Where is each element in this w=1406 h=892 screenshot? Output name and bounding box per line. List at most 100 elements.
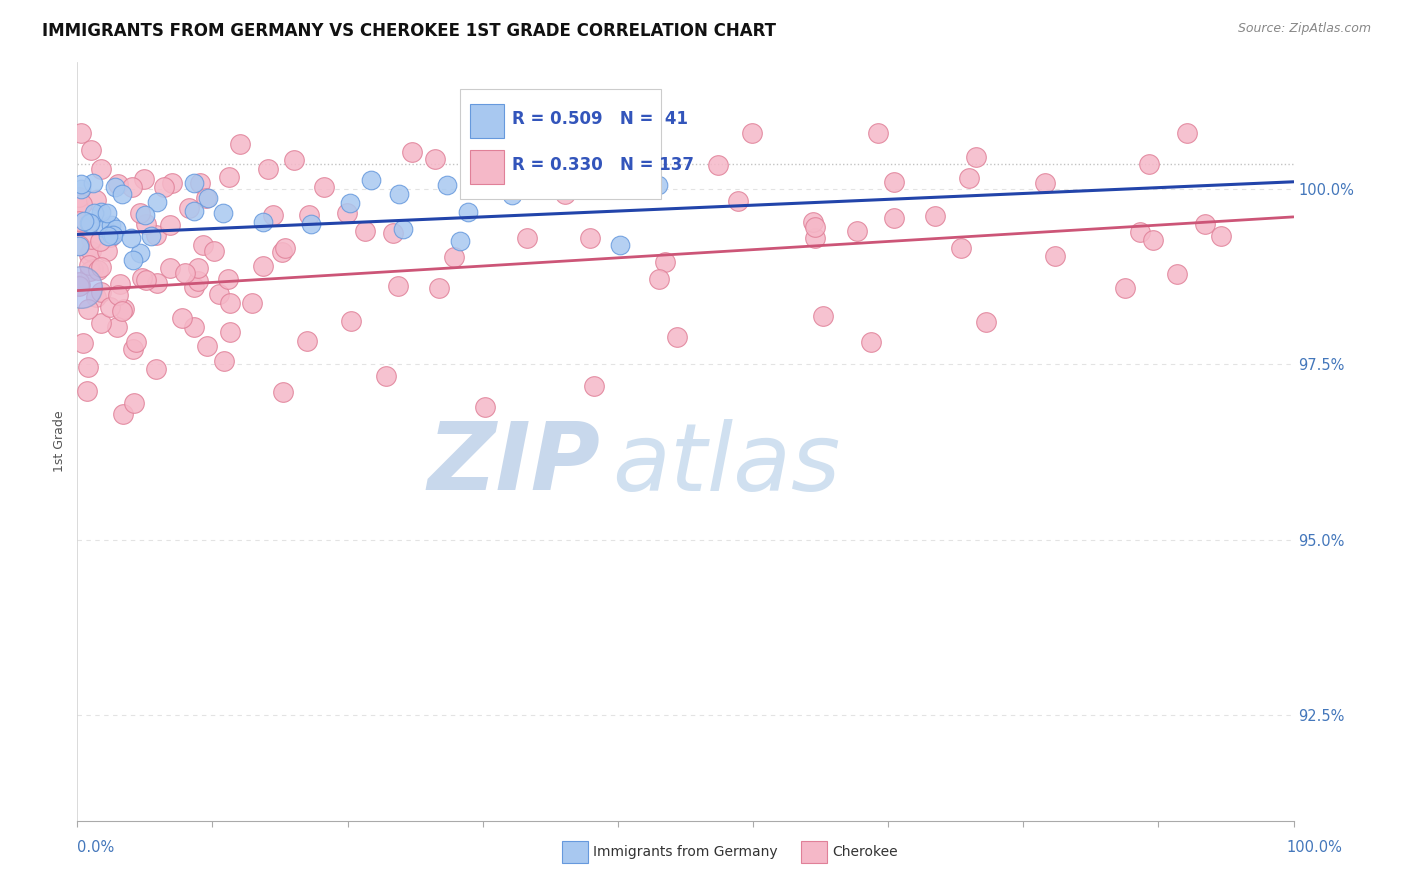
- Point: [72, 336, 94, 351]
- Point: [111, 304, 134, 318]
- Point: [727, 194, 749, 208]
- Point: [443, 251, 465, 265]
- Point: [174, 266, 197, 280]
- Point: [79, 263, 101, 277]
- Point: [100, 218, 122, 232]
- Point: [382, 226, 405, 240]
- Point: [114, 301, 136, 316]
- Text: IMMIGRANTS FROM GERMANY VS CHEROKEE 1ST GRADE CORRELATION CHART: IMMIGRANTS FROM GERMANY VS CHEROKEE 1ST …: [42, 22, 776, 40]
- Point: [949, 241, 972, 255]
- Point: [219, 295, 242, 310]
- Point: [654, 255, 676, 269]
- Point: [804, 219, 827, 234]
- Point: [70, 197, 93, 211]
- Point: [69, 178, 91, 192]
- Point: [270, 245, 292, 260]
- Point: [77, 215, 100, 229]
- Point: [811, 309, 834, 323]
- Point: [159, 218, 181, 232]
- Point: [134, 171, 156, 186]
- Point: [212, 206, 235, 220]
- Point: [252, 214, 274, 228]
- Point: [647, 178, 669, 193]
- Point: [648, 271, 671, 285]
- Point: [67, 238, 90, 252]
- Point: [957, 171, 980, 186]
- Point: [83, 206, 105, 220]
- Point: [90, 205, 112, 219]
- Point: [360, 172, 382, 186]
- Point: [569, 165, 592, 179]
- Text: ZIP: ZIP: [427, 418, 600, 510]
- Point: [457, 205, 479, 219]
- Point: [242, 295, 264, 310]
- Point: [90, 317, 112, 331]
- Point: [124, 334, 146, 349]
- Point: [146, 276, 169, 290]
- Point: [627, 126, 650, 140]
- Point: [80, 232, 103, 246]
- Point: [67, 275, 90, 289]
- Point: [183, 319, 205, 334]
- Point: [965, 150, 987, 164]
- Point: [883, 175, 905, 189]
- Point: [1166, 267, 1188, 281]
- Point: [183, 280, 205, 294]
- Point: [67, 190, 90, 204]
- Point: [135, 273, 157, 287]
- Point: [77, 302, 100, 317]
- Point: [1137, 157, 1160, 171]
- Point: [583, 379, 606, 393]
- Point: [298, 208, 321, 222]
- Point: [98, 230, 121, 244]
- Point: [401, 145, 423, 159]
- Point: [90, 260, 112, 275]
- Point: [82, 176, 104, 190]
- Point: [128, 206, 150, 220]
- Point: [262, 208, 284, 222]
- Point: [70, 280, 93, 294]
- Point: [436, 178, 458, 193]
- Point: [188, 176, 211, 190]
- Point: [609, 238, 631, 252]
- Text: Source: ZipAtlas.com: Source: ZipAtlas.com: [1237, 22, 1371, 36]
- Point: [94, 221, 117, 235]
- Point: [924, 209, 946, 223]
- Point: [77, 259, 100, 273]
- Point: [340, 314, 363, 328]
- Point: [67, 214, 90, 228]
- Point: [1194, 218, 1216, 232]
- Point: [449, 235, 471, 249]
- Point: [86, 263, 108, 277]
- Point: [1209, 229, 1232, 244]
- Point: [299, 217, 322, 231]
- Point: [69, 200, 91, 214]
- Point: [70, 182, 93, 196]
- Point: [183, 177, 205, 191]
- Point: [229, 136, 252, 151]
- Point: [866, 126, 889, 140]
- Point: [145, 361, 167, 376]
- Point: [218, 170, 240, 185]
- Point: [429, 281, 451, 295]
- Point: [98, 300, 121, 314]
- Point: [111, 186, 134, 201]
- Point: [69, 218, 91, 232]
- Point: [104, 180, 127, 194]
- Bar: [470, 104, 505, 138]
- Text: Cherokee: Cherokee: [832, 845, 898, 859]
- Point: [219, 326, 242, 340]
- Point: [90, 285, 112, 300]
- Point: [77, 248, 100, 262]
- Point: [375, 368, 398, 383]
- Point: [1129, 225, 1152, 239]
- Point: [69, 277, 91, 292]
- Point: [107, 178, 129, 192]
- Point: [194, 191, 217, 205]
- Point: [801, 214, 824, 228]
- Point: [131, 271, 153, 285]
- Point: [620, 170, 643, 185]
- Point: [803, 230, 825, 244]
- Point: [252, 260, 274, 274]
- Point: [387, 279, 409, 293]
